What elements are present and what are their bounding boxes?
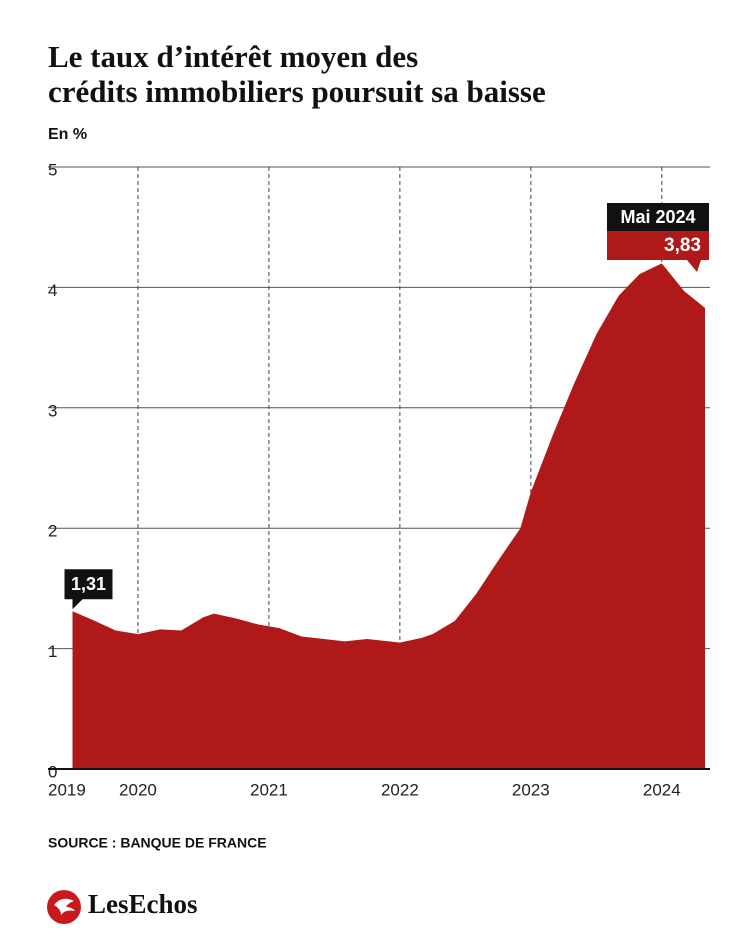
y-tick-label: 3 bbox=[48, 401, 57, 420]
y-tick-label: 2 bbox=[48, 522, 57, 541]
value-box bbox=[607, 231, 709, 272]
y-axis-label: En % bbox=[48, 126, 87, 143]
y-tick-label: 1 bbox=[48, 642, 57, 661]
y-tick-label: 0 bbox=[48, 762, 57, 781]
x-tick-label: 2022 bbox=[381, 780, 419, 799]
y-tick-label: 5 bbox=[48, 160, 57, 179]
value-label: 1,31 bbox=[71, 574, 106, 594]
x-tick-label: 2024 bbox=[643, 780, 681, 799]
source: SOURCE : BANQUE DE FRANCE bbox=[48, 835, 267, 851]
x-tick-label: 2019 bbox=[48, 780, 86, 799]
area bbox=[72, 263, 705, 769]
annotation-box bbox=[607, 203, 709, 231]
callout-box bbox=[64, 569, 113, 610]
logo-bird bbox=[54, 898, 75, 915]
x-tick-label: 2023 bbox=[512, 780, 550, 799]
y-tick-label: 4 bbox=[48, 281, 57, 300]
x-tick-label: 2021 bbox=[250, 780, 288, 799]
x-tick-label: 2020 bbox=[119, 780, 157, 799]
value-label: 3,83 bbox=[664, 235, 701, 256]
annotation: Mai 2024 bbox=[620, 207, 695, 227]
brand: LesEchos bbox=[88, 889, 198, 919]
chart-title: Le taux d’intérêt moyen des crédits immo… bbox=[48, 39, 546, 109]
